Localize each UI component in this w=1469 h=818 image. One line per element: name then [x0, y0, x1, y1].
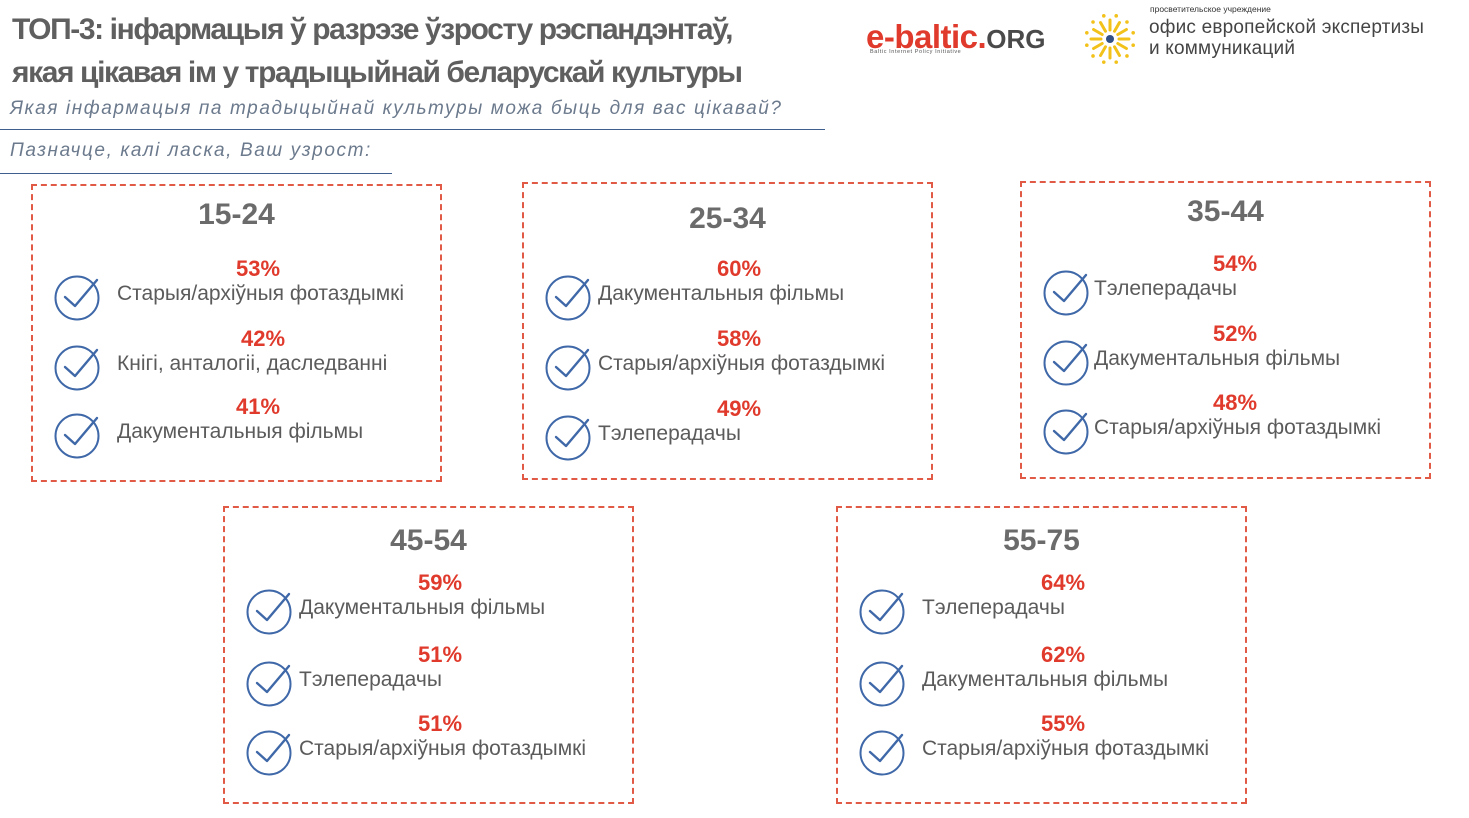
- list-item: 58% Старыя/архіўныя фотаздымкі: [524, 326, 931, 398]
- list-item: 41% Дакументальныя фільмы: [33, 394, 440, 466]
- percentage-value: 58%: [717, 326, 762, 351]
- list-item: 51% Старыя/архіўныя фотаздымкі: [225, 711, 632, 783]
- list-item: 53% Старыя/архіўныя фотаздымкі: [33, 256, 440, 328]
- ebaltic-logo-main: e-baltic: [866, 18, 978, 55]
- age-group-label: 35-44: [1187, 195, 1264, 228]
- age-group-card: 55-75 64% Тэлеперадачы 62% Дакументальныя фі…: [836, 506, 1247, 804]
- percentage-value: 60%: [717, 256, 762, 281]
- check-circle-icon: [246, 730, 292, 776]
- ofis-logo-line-1: офис европейской экспертизы: [1149, 17, 1425, 38]
- percentage-value: 55%: [1041, 711, 1086, 736]
- list-item: 55% Старыя/архіўныя фотаздымкі: [838, 711, 1245, 783]
- list-item: 62% Дакументальныя фільмы: [838, 642, 1245, 714]
- age-group-card: 15-24 53% Старыя/архіўныя фотаздымкі 42% Кні…: [31, 184, 442, 482]
- item-label: Дакументальныя фільмы: [117, 420, 364, 443]
- check-circle-icon: [246, 589, 292, 635]
- item-label: Тэлеперадачы: [598, 422, 741, 445]
- item-label: Старыя/архіўныя фотаздымкі: [922, 737, 1210, 760]
- percentage-value: 48%: [1213, 390, 1258, 415]
- ebaltic-logo-org: ORG: [986, 24, 1046, 54]
- age-group-card: 35-44 54% Тэлеперадачы 52% Дакументальныя фі…: [1020, 181, 1431, 479]
- age-group-label: 45-54: [390, 524, 467, 557]
- list-item: 49% Тэлеперадачы: [524, 396, 931, 468]
- list-item: 64% Тэлеперадачы: [838, 570, 1245, 642]
- check-circle-icon: [1043, 409, 1089, 455]
- check-circle-icon: [859, 661, 905, 707]
- question-underline: [0, 129, 825, 130]
- question-text: Якая інфармацыя па традыцыйнай культуры …: [10, 98, 783, 119]
- ofis-logo-icon: [1085, 14, 1135, 64]
- list-item: 51% Тэлеперадачы: [225, 642, 632, 714]
- ebaltic-logo-dot: .: [977, 18, 987, 55]
- item-label: Тэлеперадачы: [1094, 277, 1237, 300]
- item-label: Дакументальныя фільмы: [1094, 347, 1341, 370]
- percentage-value: 59%: [418, 570, 463, 595]
- item-label: Кнігі, анталогіі, даследванні: [117, 352, 388, 375]
- item-label: Старыя/архіўныя фотаздымкі: [598, 352, 886, 375]
- age-question-underline: [0, 173, 392, 174]
- age-question-text: Пазначце, калі ласка, Ваш узрост:: [10, 140, 372, 161]
- percentage-value: 53%: [236, 256, 281, 281]
- percentage-value: 64%: [1041, 570, 1086, 595]
- age-group-card: 45-54 59% Дакументальныя фільмы 51% Тэлепера…: [223, 506, 634, 804]
- percentage-value: 41%: [236, 394, 281, 419]
- age-group-label: 55-75: [1003, 524, 1080, 557]
- ebaltic-logo: e-baltic.ORG Baltic Internet Policy Init…: [866, 18, 1066, 58]
- check-circle-icon: [246, 661, 292, 707]
- page-title: ТОП-3: інфармацыя ў разрэзе ўзросту рэсп…: [12, 8, 862, 94]
- list-item: 42% Кнігі, анталогіі, даследванні: [33, 326, 440, 398]
- ofis-logo-line-2: и коммуникаций: [1149, 38, 1296, 59]
- check-circle-icon: [859, 730, 905, 776]
- age-group-card: 25-34 60% Дакументальныя фільмы 58% Старыя/а…: [522, 182, 933, 480]
- title-line-1: ТОП-3: інфармацыя ў разрэзе ўзросту рэсп…: [12, 13, 734, 46]
- item-label: Старыя/архіўныя фотаздымкі: [117, 282, 405, 305]
- item-label: Дакументальныя фільмы: [299, 596, 546, 619]
- check-circle-icon: [54, 413, 100, 459]
- item-label: Тэлеперадачы: [299, 668, 442, 691]
- age-group-label: 15-24: [198, 198, 275, 231]
- percentage-value: 52%: [1213, 321, 1258, 346]
- check-circle-icon: [545, 415, 591, 461]
- check-circle-icon: [545, 345, 591, 391]
- item-label: Старыя/архіўныя фотаздымкі: [1094, 416, 1382, 439]
- list-item: 59% Дакументальныя фільмы: [225, 570, 632, 642]
- list-item: 48% Старыя/архіўныя фотаздымкі: [1022, 390, 1429, 462]
- ofis-logo-small-text: просветительское учреждение: [1150, 4, 1271, 14]
- item-label: Старыя/архіўныя фотаздымкі: [299, 737, 587, 760]
- item-label: Дакументальныя фільмы: [922, 668, 1169, 691]
- list-item: 54% Тэлеперадачы: [1022, 251, 1429, 323]
- percentage-value: 54%: [1213, 251, 1258, 276]
- list-item: 60% Дакументальныя фільмы: [524, 256, 931, 328]
- percentage-value: 62%: [1041, 642, 1086, 667]
- ebaltic-logo-subtitle: Baltic Internet Policy Initiative: [870, 49, 962, 55]
- check-circle-icon: [54, 275, 100, 321]
- percentage-value: 49%: [717, 396, 762, 421]
- check-circle-icon: [545, 275, 591, 321]
- check-circle-icon: [859, 589, 905, 635]
- percentage-value: 51%: [418, 642, 463, 667]
- age-group-label: 25-34: [689, 202, 766, 235]
- percentage-value: 51%: [418, 711, 463, 736]
- check-circle-icon: [54, 345, 100, 391]
- item-label: Дакументальныя фільмы: [598, 282, 845, 305]
- item-label: Тэлеперадачы: [922, 596, 1065, 619]
- check-circle-icon: [1043, 270, 1089, 316]
- check-circle-icon: [1043, 340, 1089, 386]
- title-line-2: якая цікавая ім у традыцыйнай беларускай…: [12, 56, 743, 89]
- percentage-value: 42%: [241, 326, 286, 351]
- list-item: 52% Дакументальныя фільмы: [1022, 321, 1429, 393]
